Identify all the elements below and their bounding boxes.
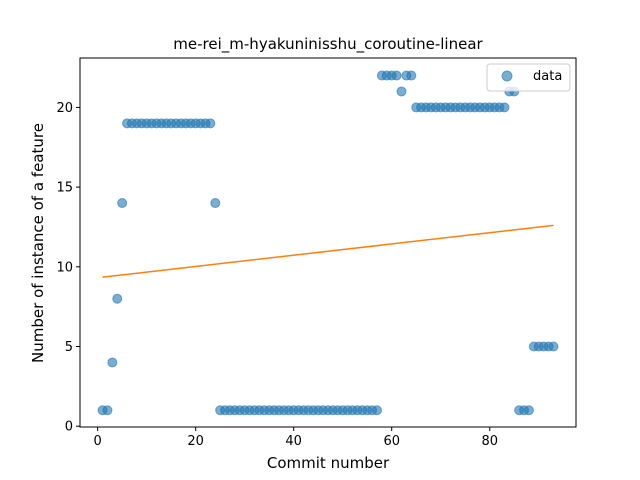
data-point bbox=[210, 198, 221, 209]
data-point bbox=[205, 118, 216, 129]
legend: data bbox=[486, 63, 571, 92]
x-axis-label: Commit number bbox=[267, 454, 390, 472]
data-point bbox=[112, 293, 123, 304]
x-tick-label: 60 bbox=[383, 434, 400, 449]
data-point bbox=[117, 198, 128, 209]
y-axis: 0 5 10 15 20 bbox=[56, 101, 80, 435]
x-tick-label: 80 bbox=[481, 434, 498, 449]
fit-line-layer bbox=[102, 224, 554, 278]
x-tick-label: 0 bbox=[94, 434, 102, 449]
data-point bbox=[396, 86, 407, 97]
data-point bbox=[548, 341, 559, 352]
x-tick-label: 20 bbox=[187, 434, 204, 449]
legend-entry-data: data bbox=[533, 69, 562, 84]
legend-marker bbox=[501, 70, 513, 82]
data-points-layer bbox=[97, 70, 559, 416]
data-point bbox=[102, 405, 113, 416]
data-point bbox=[372, 405, 383, 416]
y-tick-label: 15 bbox=[56, 181, 73, 196]
data-point bbox=[523, 405, 534, 416]
plot-area bbox=[79, 57, 577, 428]
y-tick-label: 0 bbox=[65, 420, 73, 435]
x-tick-label: 40 bbox=[285, 434, 302, 449]
data-point bbox=[406, 70, 417, 81]
y-axis-label: Number of instance of a feature bbox=[29, 123, 47, 363]
chart-title: me-rei_m-hyakuninisshu_coroutine-linear bbox=[173, 35, 483, 54]
y-tick-label: 10 bbox=[56, 260, 73, 275]
data-point bbox=[391, 70, 402, 81]
data-point bbox=[499, 102, 510, 113]
x-axis: 0 20 40 60 80 bbox=[94, 427, 498, 449]
fit-line bbox=[102, 224, 554, 278]
y-tick-label: 20 bbox=[56, 101, 73, 116]
data-point bbox=[107, 357, 118, 368]
y-tick-label: 5 bbox=[65, 340, 73, 355]
